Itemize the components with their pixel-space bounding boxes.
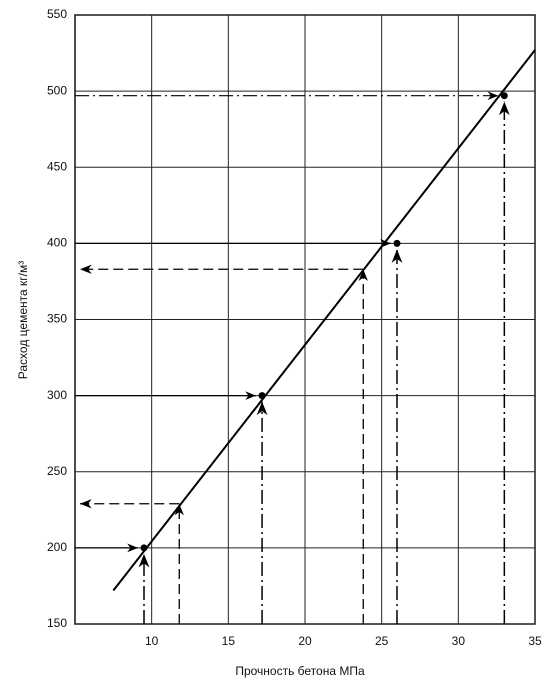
x-axis-label: Прочность бетона МПа	[235, 664, 365, 678]
point	[258, 392, 266, 400]
y-tick-label: 150	[47, 616, 67, 630]
y-tick-label: 200	[47, 540, 67, 554]
y-tick-label: 350	[47, 312, 67, 326]
y-tick-label: 300	[47, 388, 67, 402]
y-tick-label: 400	[47, 236, 67, 250]
x-tick-label: 35	[528, 634, 542, 648]
point	[393, 239, 401, 247]
point	[500, 92, 508, 100]
x-tick-label: 30	[452, 634, 466, 648]
y-tick-label: 250	[47, 464, 67, 478]
y-tick-label: 500	[47, 83, 67, 97]
y-axis-label: Расход цемента кг/м³	[16, 261, 30, 379]
line-series	[112, 49, 536, 592]
y-tick-label: 550	[47, 7, 67, 21]
x-tick-label: 10	[145, 634, 159, 648]
y-tick-label: 450	[47, 159, 67, 173]
x-tick-label: 20	[298, 634, 312, 648]
x-tick-label: 15	[222, 634, 236, 648]
x-tick-label: 25	[375, 634, 389, 648]
point	[140, 544, 148, 552]
